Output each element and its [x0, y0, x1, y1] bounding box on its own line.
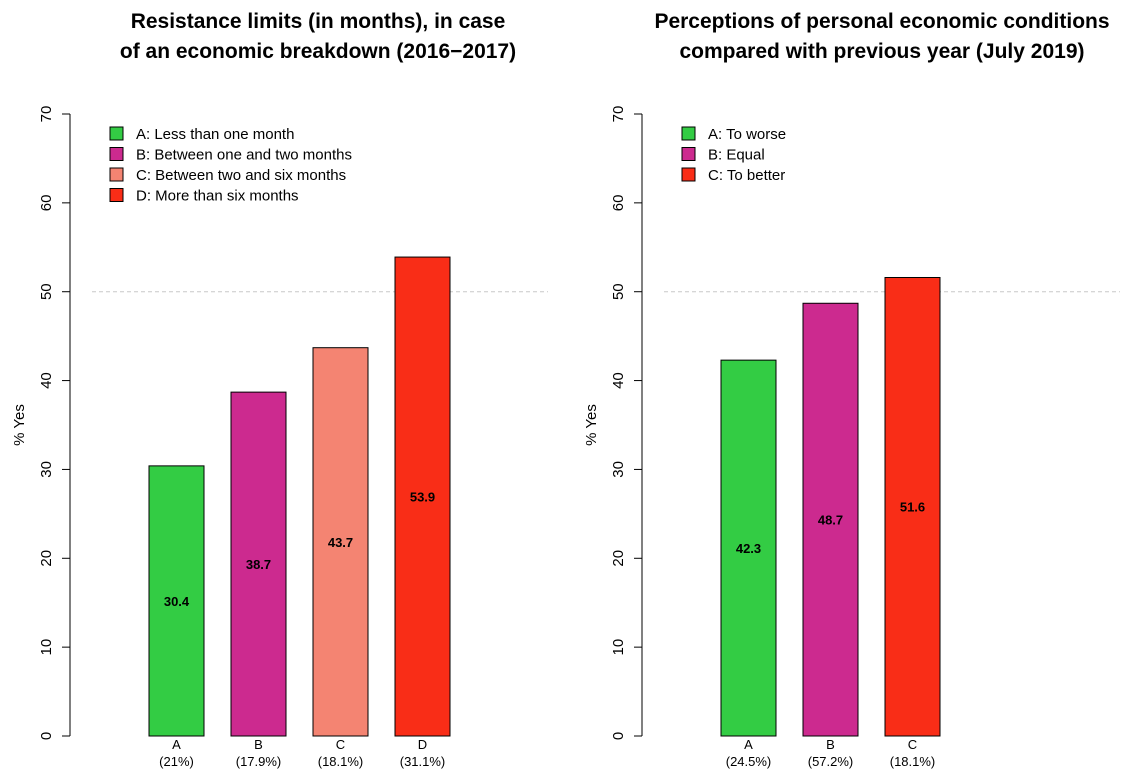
chart-panel-2: Perceptions of personal economic conditi…: [583, 10, 1120, 769]
y-tick-label: 50: [610, 283, 627, 300]
y-tick-label: 0: [610, 732, 627, 740]
category-label: B: [826, 737, 835, 752]
category-label: D: [418, 737, 427, 752]
bar-d: [394, 256, 451, 737]
y-tick-label: 30: [38, 461, 55, 478]
category-label: C: [336, 737, 345, 752]
legend-swatch: [681, 147, 696, 161]
category-sublabel: (18.1%): [890, 754, 936, 769]
chart-title-line: of an economic breakdown (2016−2017): [120, 40, 516, 63]
y-tick-label: 60: [610, 195, 627, 212]
y-tick-label: 20: [38, 550, 55, 567]
y-axis-label: % Yes: [583, 404, 600, 446]
y-tick-label: 70: [610, 106, 627, 123]
bar-b: [230, 391, 287, 737]
category-sublabel: (31.1%): [400, 754, 446, 769]
category-label: C: [908, 737, 917, 752]
bar-value-label: 30.4: [164, 594, 190, 609]
legend-entry: B: Equal: [708, 147, 765, 164]
category-label: A: [172, 737, 181, 752]
legend-entry: C: To better: [708, 167, 785, 184]
y-axis-label: % Yes: [11, 404, 28, 446]
legend-entry: D: More than six months: [136, 188, 299, 205]
chart-title-line: Perceptions of personal economic conditi…: [654, 10, 1109, 33]
y-tick-label: 40: [38, 372, 55, 389]
y-tick-label: 30: [610, 461, 627, 478]
category-sublabel: (21%): [159, 754, 194, 769]
legend-entry: A: To worse: [708, 126, 786, 143]
bar-c: [884, 276, 941, 737]
legend-swatch: [109, 167, 124, 182]
y-tick-label: 10: [38, 639, 55, 656]
category-label: A: [744, 737, 753, 752]
y-tick-label: 20: [610, 550, 627, 567]
chart-title-line: compared with previous year (July 2019): [680, 40, 1085, 63]
chart-title-line: Resistance limits (in months), in case: [131, 10, 506, 33]
bar-value-label: 51.6: [900, 500, 925, 515]
bar-b: [802, 302, 859, 737]
legend-entry: A: Less than one month: [136, 126, 294, 143]
bar-a: [148, 465, 205, 737]
legend-swatch: [681, 126, 696, 141]
y-tick-label: 70: [38, 106, 55, 123]
category-sublabel: (18.1%): [318, 754, 364, 769]
legend-swatch: [109, 126, 124, 141]
bar-a: [720, 359, 777, 737]
legend-swatch: [109, 188, 124, 202]
bar-value-label: 53.9: [410, 490, 435, 505]
legend-entry: B: Between one and two months: [136, 147, 352, 164]
category-label: B: [254, 737, 263, 752]
y-tick-label: 40: [610, 372, 627, 389]
bar-value-label: 43.7: [328, 535, 353, 550]
bar-value-label: 48.7: [818, 513, 843, 528]
category-sublabel: (24.5%): [726, 754, 772, 769]
bar-c: [312, 347, 369, 737]
bar-value-label: 42.3: [736, 541, 761, 556]
y-tick-label: 50: [38, 283, 55, 300]
y-tick-label: 0: [38, 732, 55, 740]
chart-panel-1: Resistance limits (in months), in case of…: [11, 10, 548, 769]
legend-swatch: [681, 167, 696, 182]
category-sublabel: (57.2%): [808, 754, 854, 769]
legend-swatch: [109, 147, 124, 161]
category-sublabel: (17.9%): [236, 754, 282, 769]
legend-entry: C: Between two and six months: [136, 167, 346, 184]
y-tick-label: 60: [38, 195, 55, 212]
bar-value-label: 38.7: [246, 557, 271, 572]
y-tick-label: 10: [610, 639, 627, 656]
